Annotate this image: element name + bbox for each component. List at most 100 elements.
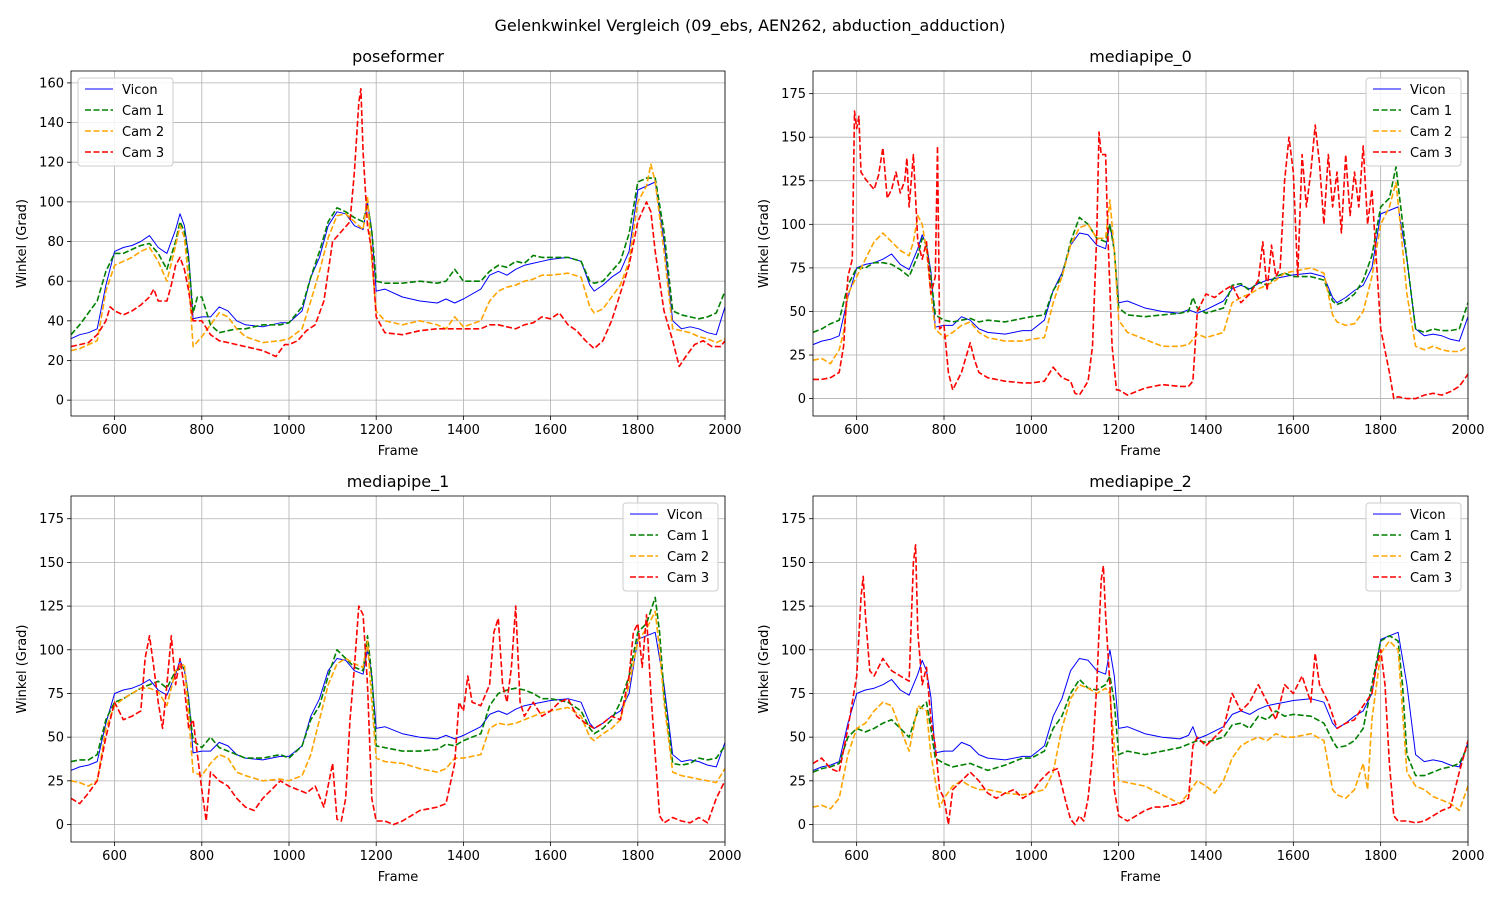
legend-label: Cam 3 (1410, 571, 1452, 586)
x-tick-label: 1400 (447, 423, 480, 438)
y-tick-label: 0 (56, 818, 64, 833)
y-tick-label: 175 (781, 512, 806, 527)
y-tick-label: 50 (47, 731, 64, 746)
x-tick-label: 1800 (621, 423, 654, 438)
y-tick-label: 40 (47, 314, 64, 329)
y-tick-label: 150 (781, 131, 806, 146)
series-line-cam-3 (71, 605, 725, 826)
y-tick-label: 0 (56, 394, 64, 409)
x-tick-label: 2000 (708, 423, 741, 438)
x-tick-label: 1800 (1364, 423, 1397, 438)
legend-label: Vicon (122, 83, 158, 98)
plot-frame (70, 70, 726, 417)
y-tick-label: 80 (47, 235, 64, 250)
x-tick-label: 1400 (447, 849, 480, 864)
subplot-mediapipe_0: 600 800 1000 1200 1400 1600 1800 2000 0 25 50 75 100… (757, 47, 1485, 459)
y-tick-label: 0 (798, 392, 806, 407)
y-tick-label: 60 (47, 275, 64, 290)
legend-label: Cam 3 (1410, 146, 1452, 161)
x-tick-label: 600 (102, 423, 127, 438)
legend: Vicon Cam 1 Cam 2 Cam 3 (77, 77, 174, 167)
series-line-cam-2 (813, 181, 1468, 365)
legend-label: Cam 2 (122, 125, 164, 140)
series-group (813, 544, 1468, 826)
y-tick-label: 25 (789, 349, 806, 364)
x-tick-label: 2000 (1451, 423, 1484, 438)
legend-box (1365, 502, 1462, 592)
y-tick-label: 175 (781, 87, 806, 102)
plot-frame (812, 495, 1469, 843)
series-line-cam-3 (813, 110, 1468, 400)
legend: Vicon Cam 1 Cam 2 Cam 3 (1365, 77, 1462, 167)
legend: Vicon Cam 1 Cam 2 Cam 3 (622, 502, 719, 592)
series-group (71, 88, 725, 368)
series-group (813, 110, 1468, 400)
subplot-poseformer: 600 800 1000 1200 1400 1600 1800 2000 0 20 40 60 80 1… (15, 47, 742, 459)
x-tick-label: 800 (932, 849, 957, 864)
y-tick-label: 140 (39, 116, 64, 131)
y-tick-label: 125 (39, 600, 64, 615)
y-tick-label: 100 (39, 195, 64, 210)
series-line-cam-1 (71, 177, 725, 336)
legend-box (1365, 77, 1462, 167)
legend-label: Cam 3 (667, 571, 709, 586)
y-tick-label: 25 (789, 774, 806, 789)
y-tick-label: 75 (789, 261, 806, 276)
x-tick-label: 600 (102, 849, 127, 864)
x-tick-label: 1200 (360, 423, 393, 438)
x-tick-label: 2000 (708, 849, 741, 864)
y-tick-label: 125 (781, 600, 806, 615)
x-tick-label: 1000 (1015, 423, 1048, 438)
x-tick-label: 1600 (534, 423, 567, 438)
legend-box (77, 77, 174, 167)
x-tick-label: 1200 (1102, 423, 1135, 438)
x-axis-label: Frame (378, 444, 419, 459)
x-tick-label: 1600 (534, 849, 567, 864)
y-tick-label: 25 (47, 774, 64, 789)
x-axis-label: Frame (1120, 870, 1161, 885)
x-axis-label: Frame (378, 870, 419, 885)
x-tick-label: 600 (844, 849, 869, 864)
legend-label: Cam 2 (1410, 550, 1452, 565)
x-tick-label: 800 (932, 423, 957, 438)
subplot-mediapipe_1: 600 800 1000 1200 1400 1600 1800 2000 0 25 50 75 100… (15, 472, 742, 885)
x-tick-label: 1200 (360, 849, 393, 864)
y-tick-label: 50 (789, 731, 806, 746)
x-axis-label: Frame (1120, 444, 1161, 459)
legend-label: Vicon (667, 508, 703, 523)
series-group (71, 596, 725, 826)
x-tick-label: 1200 (1102, 849, 1135, 864)
legend-label: Cam 2 (667, 550, 709, 565)
legend-label: Vicon (1410, 508, 1446, 523)
y-axis-label: Winkel (Grad) (15, 199, 30, 288)
y-tick-label: 150 (39, 556, 64, 571)
subplot-title: mediapipe_2 (1089, 472, 1192, 492)
y-tick-label: 100 (39, 643, 64, 658)
legend-box (622, 502, 719, 592)
y-tick-label: 100 (781, 218, 806, 233)
legend: Vicon Cam 1 Cam 2 Cam 3 (1365, 502, 1462, 592)
y-tick-label: 75 (789, 687, 806, 702)
x-tick-label: 1800 (1364, 849, 1397, 864)
subplot-mediapipe_2: 600 800 1000 1200 1400 1600 1800 2000 0 25 50 75 100… (757, 472, 1485, 885)
legend-label: Cam 2 (1410, 125, 1452, 140)
y-axis-label: Winkel (Grad) (15, 624, 30, 713)
subplot-title: poseformer (352, 47, 444, 66)
series-line-cam-3 (813, 544, 1468, 826)
y-axis-label: Winkel (Grad) (757, 624, 772, 713)
x-tick-label: 2000 (1451, 849, 1484, 864)
x-tick-label: 800 (189, 849, 214, 864)
y-tick-label: 50 (789, 305, 806, 320)
x-tick-label: 1800 (621, 849, 654, 864)
legend-label: Vicon (1410, 83, 1446, 98)
x-tick-label: 1000 (1015, 849, 1048, 864)
series-line-cam-3 (71, 88, 725, 368)
x-tick-label: 1000 (272, 423, 305, 438)
subplot-title: mediapipe_1 (347, 472, 450, 492)
plot-frame (812, 70, 1469, 417)
plot-frame (70, 495, 726, 843)
y-tick-label: 160 (39, 76, 64, 91)
x-tick-label: 1400 (1189, 849, 1222, 864)
